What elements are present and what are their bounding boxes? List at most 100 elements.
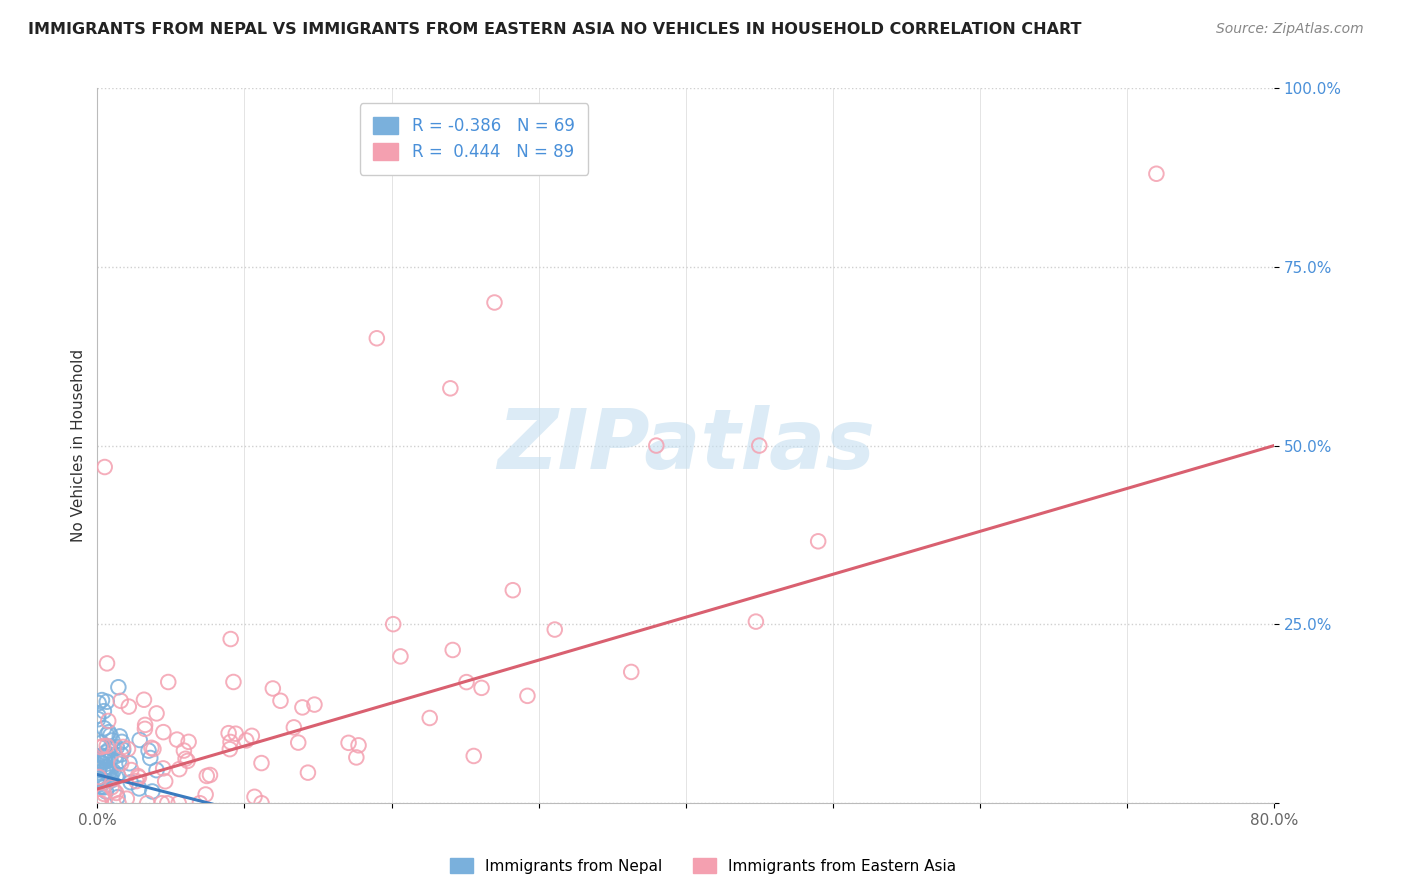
Point	[89, 780, 111, 794]
Point	[366, 331, 388, 345]
Point	[110, 747, 132, 762]
Point	[269, 694, 291, 708]
Point	[87, 777, 110, 791]
Point	[218, 726, 240, 740]
Point	[103, 783, 125, 797]
Point	[94, 763, 117, 777]
Point	[103, 764, 125, 779]
Point	[145, 706, 167, 721]
Point	[100, 764, 122, 778]
Point	[96, 760, 118, 774]
Point	[93, 780, 115, 794]
Text: ZIPatlas: ZIPatlas	[496, 405, 875, 486]
Point	[225, 727, 247, 741]
Point	[103, 741, 125, 756]
Point	[128, 733, 150, 747]
Point	[456, 675, 478, 690]
Point	[97, 725, 120, 739]
Point	[748, 439, 770, 453]
Point	[441, 643, 464, 657]
Point	[105, 786, 128, 800]
Point	[141, 784, 163, 798]
Point	[101, 733, 124, 747]
Point	[91, 739, 114, 753]
Point	[91, 693, 114, 707]
Point	[463, 748, 485, 763]
Point	[91, 764, 114, 778]
Point	[93, 780, 115, 795]
Point	[176, 754, 198, 768]
Point	[87, 770, 110, 784]
Point	[90, 736, 112, 750]
Point	[108, 730, 131, 744]
Point	[94, 754, 117, 768]
Point	[87, 761, 110, 775]
Point	[100, 773, 122, 788]
Point	[89, 761, 111, 775]
Point	[118, 699, 141, 714]
Point	[108, 754, 131, 768]
Point	[87, 774, 110, 789]
Text: IMMIGRANTS FROM NEPAL VS IMMIGRANTS FROM EASTERN ASIA NO VEHICLES IN HOUSEHOLD C: IMMIGRANTS FROM NEPAL VS IMMIGRANTS FROM…	[28, 22, 1081, 37]
Point	[90, 756, 112, 770]
Point	[138, 743, 160, 757]
Point	[419, 711, 441, 725]
Point	[156, 796, 179, 810]
Point	[107, 796, 129, 810]
Point	[389, 649, 412, 664]
Point	[134, 718, 156, 732]
Point	[283, 720, 305, 734]
Point	[110, 756, 132, 771]
Y-axis label: No Vehicles in Household: No Vehicles in Household	[72, 349, 86, 542]
Point	[94, 749, 117, 764]
Point	[86, 751, 108, 765]
Point	[105, 740, 128, 755]
Point	[97, 763, 120, 777]
Point	[117, 742, 139, 756]
Point	[107, 790, 129, 805]
Point	[287, 736, 309, 750]
Point	[152, 725, 174, 739]
Point	[87, 770, 110, 784]
Point	[344, 750, 367, 764]
Point	[153, 774, 176, 789]
Point	[235, 733, 257, 747]
Point	[645, 439, 668, 453]
Point	[90, 777, 112, 791]
Point	[91, 748, 114, 763]
Point	[136, 796, 159, 810]
Point	[304, 698, 326, 712]
Point	[90, 740, 112, 755]
Point	[125, 774, 148, 789]
Point	[120, 775, 142, 789]
Point	[166, 732, 188, 747]
Point	[94, 746, 117, 760]
Point	[87, 696, 110, 710]
Point	[89, 774, 111, 789]
Point	[111, 735, 134, 749]
Point	[243, 789, 266, 804]
Point	[128, 781, 150, 796]
Point	[347, 739, 370, 753]
Point	[382, 617, 405, 632]
Point	[219, 735, 242, 749]
Point	[112, 739, 135, 754]
Point	[177, 735, 200, 749]
Point	[87, 712, 110, 726]
Point	[93, 787, 115, 801]
Point	[94, 751, 117, 765]
Point	[218, 742, 240, 756]
Point	[87, 771, 110, 785]
Point	[93, 704, 115, 718]
Point	[198, 768, 221, 782]
Point	[174, 752, 197, 766]
Point	[98, 771, 121, 785]
Point	[337, 736, 360, 750]
Point	[96, 695, 118, 709]
Point	[127, 769, 149, 783]
Point	[240, 729, 263, 743]
Point	[96, 728, 118, 742]
Point	[188, 796, 211, 810]
Point	[112, 743, 135, 757]
Point	[93, 721, 115, 735]
